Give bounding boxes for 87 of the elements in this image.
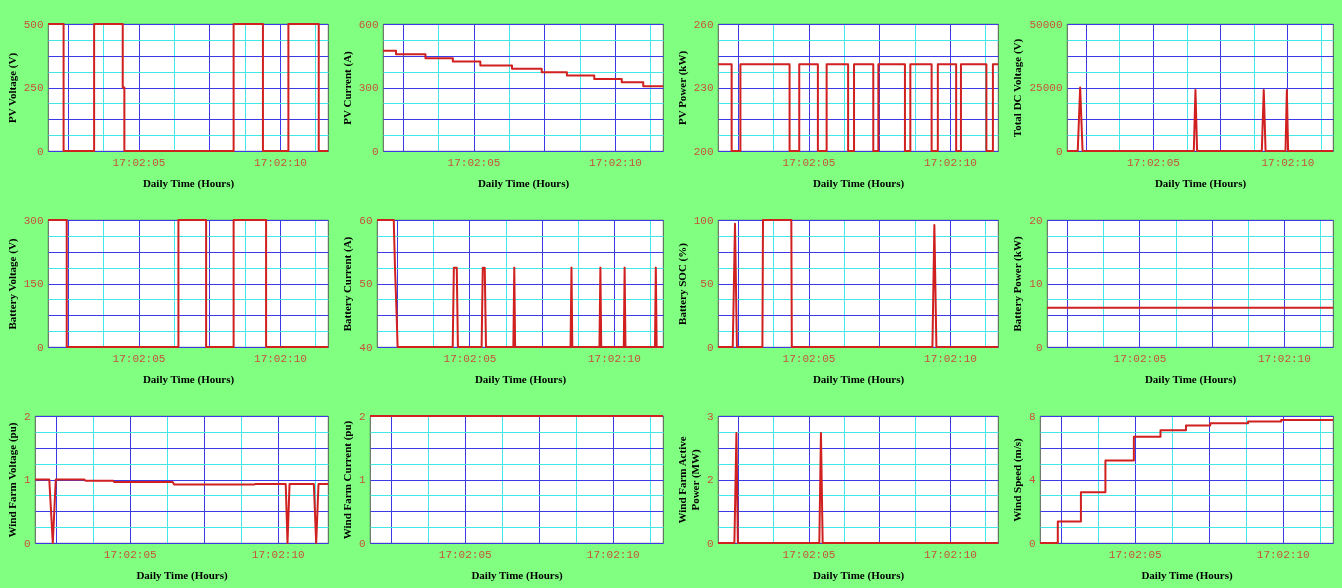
y-tick-label: 0 [1055, 145, 1063, 158]
y-tick-label: 50000 [1029, 18, 1063, 31]
line-series [376, 219, 664, 348]
x-tick-label: 17:02:10 [254, 156, 307, 169]
y-tick-label: 40 [359, 341, 373, 354]
x-tick-label: 17:02:10 [589, 156, 642, 169]
x-tick-label: 17:02:05 [782, 352, 836, 365]
y-tick-label: 0 [36, 341, 44, 354]
x-tick-label: 17:02:05 [103, 548, 157, 561]
y-axis-title: Wind Farm Voltage (pu) [5, 422, 19, 538]
y-tick-label: 60 [359, 214, 373, 227]
x-tick-label: 17:02:10 [924, 352, 977, 365]
y-tick-label: 0 [358, 537, 366, 550]
x-tick-label: 17:02:05 [782, 548, 836, 561]
x-tick-label: 17:02:05 [1127, 156, 1180, 169]
y-tick-label: 25000 [1029, 82, 1063, 94]
x-tick-label: 17:02:10 [924, 548, 977, 561]
x-tick-label: 17:02:10 [924, 156, 977, 169]
x-tick-label: 17:02:05 [1108, 548, 1162, 561]
y-axis-title: PV Voltage (V) [5, 52, 19, 124]
x-axis-title: Daily Time (Hours) [142, 176, 235, 190]
y-tick-label: 1 [358, 474, 366, 486]
y-tick-label: 0 [371, 145, 379, 158]
x-tick-label: 17:02:10 [1261, 156, 1315, 169]
x-tick-label: 17:02:05 [447, 156, 501, 169]
y-tick-label: 0 [1028, 537, 1036, 550]
y-tick-label: 4 [1028, 474, 1036, 486]
x-axis-title: Daily Time (Hours) [812, 568, 905, 582]
y-tick-label: 8 [1028, 410, 1036, 423]
y-tick-label: 0 [23, 537, 31, 550]
y-tick-label: 230 [693, 82, 714, 94]
x-tick-label: 17:02:05 [782, 156, 836, 169]
y-tick-label: 0 [706, 341, 714, 354]
y-axis-title: Battery Current (A) [341, 236, 355, 332]
y-tick-label: 300 [358, 82, 379, 94]
y-axis-title: Total DC Voltage (V) [1011, 38, 1025, 138]
y-tick-label: 10 [1029, 278, 1043, 290]
y-axis-title: Battery Power (kW) [1011, 236, 1025, 332]
y-tick-label: 300 [23, 214, 44, 227]
y-tick-label: 200 [693, 145, 714, 158]
x-axis-title: Daily Time (Hours) [1141, 568, 1233, 582]
y-axis-title: Battery SOC (%) [675, 242, 689, 325]
y-tick-label: 100 [693, 214, 714, 227]
y-tick-label: 50 [359, 278, 373, 290]
y-tick-label: 150 [23, 278, 44, 290]
x-tick-label: 17:02:05 [112, 156, 166, 169]
x-tick-label: 17:02:10 [254, 352, 307, 365]
y-tick-label: 1 [23, 474, 31, 486]
y-axis-title: Battery Voltage (V) [5, 238, 19, 330]
y-tick-label: 600 [358, 18, 379, 31]
y-tick-label: 2 [358, 410, 366, 423]
y-tick-label: 250 [23, 82, 44, 94]
x-tick-label: 17:02:05 [1113, 352, 1167, 365]
x-axis-title: Daily Time (Hours) [471, 568, 563, 582]
x-axis-title: Daily Time (Hours) [142, 372, 235, 386]
x-axis-title: Daily Time (Hours) [136, 568, 228, 582]
x-tick-label: 17:02:10 [588, 352, 641, 365]
x-tick-label: 17:02:05 [112, 352, 166, 365]
x-axis-title: Daily Time (Hours) [477, 176, 570, 190]
x-tick-label: 17:02:10 [251, 548, 305, 561]
x-axis-title: Daily Time (Hours) [812, 372, 905, 386]
y-tick-label: 20 [1029, 214, 1043, 227]
y-tick-label: 0 [1035, 341, 1043, 354]
y-tick-label: 500 [23, 18, 44, 31]
y-tick-label: 260 [693, 18, 714, 31]
x-tick-label: 17:02:05 [438, 548, 492, 561]
x-axis-title: Daily Time (Hours) [474, 372, 567, 386]
y-axis-title: Wind Farm Active Power (MW) [675, 436, 702, 524]
x-tick-label: 17:02:05 [443, 352, 497, 365]
y-tick-label: 2 [23, 410, 31, 423]
y-tick-label: 3 [706, 410, 714, 423]
x-axis-title: Daily Time (Hours) [1144, 372, 1237, 386]
y-tick-label: 0 [706, 537, 714, 550]
line-series [34, 478, 329, 544]
x-axis-title: Daily Time (Hours) [812, 176, 905, 190]
x-tick-label: 17:02:10 [1258, 352, 1311, 365]
x-tick-label: 17:02:10 [1256, 548, 1310, 561]
y-axis-title: Wind Farm Current (pu) [340, 420, 354, 540]
x-tick-label: 17:02:10 [586, 548, 640, 561]
y-tick-label: 0 [36, 145, 44, 158]
y-axis-title: PV Power (kW) [675, 50, 689, 126]
y-tick-label: 2 [706, 474, 714, 486]
y-tick-label: 50 [700, 278, 714, 290]
y-axis-title: Wind Speed (m/s) [1010, 437, 1024, 522]
y-axis-title: PV Current (A) [340, 50, 354, 125]
line-series [717, 219, 999, 348]
x-axis-title: Daily Time (Hours) [1154, 176, 1247, 190]
